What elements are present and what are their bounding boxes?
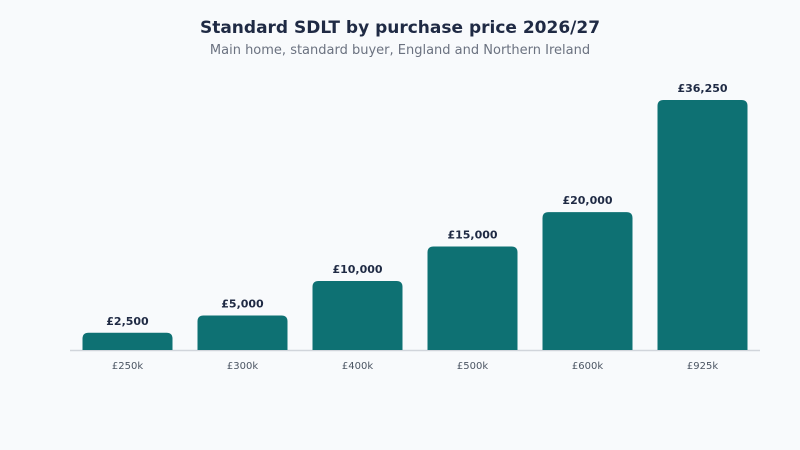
- bar-2: [312, 281, 403, 350]
- bar-value-label-1: £5,000: [221, 298, 264, 311]
- bar-5: [657, 100, 748, 350]
- bar-4: [542, 212, 633, 350]
- bar-value-label-0: £2,500: [106, 315, 149, 328]
- chart-subtitle: Main home, standard buyer, England and N…: [209, 43, 591, 58]
- bar-value-label-3: £15,000: [447, 229, 497, 242]
- value-labels-group: £2,500 £5,000 £10,000 £15,000 £20,000 £36,250: [106, 82, 728, 328]
- bar-1: [197, 315, 288, 350]
- x-tick-label-0: £250k: [112, 361, 143, 372]
- x-tick-label-3: £500k: [457, 361, 488, 372]
- x-tick-label-4: £600k: [572, 361, 603, 372]
- x-tick-labels-group: £250k £300k £400k £500k £600k £925k: [112, 361, 718, 372]
- bar-value-label-4: £20,000: [562, 194, 612, 207]
- bar-value-label-2: £10,000: [332, 263, 382, 276]
- x-tick-label-5: £925k: [687, 361, 718, 372]
- bars-group: [82, 100, 748, 350]
- chart-title: Standard SDLT by purchase price 2026/27: [199, 18, 601, 38]
- x-tick-label-1: £300k: [227, 361, 258, 372]
- x-tick-label-2: £400k: [342, 361, 373, 372]
- bar-3: [427, 246, 518, 350]
- bar-value-label-5: £36,250: [677, 82, 727, 95]
- bar-0: [82, 332, 173, 350]
